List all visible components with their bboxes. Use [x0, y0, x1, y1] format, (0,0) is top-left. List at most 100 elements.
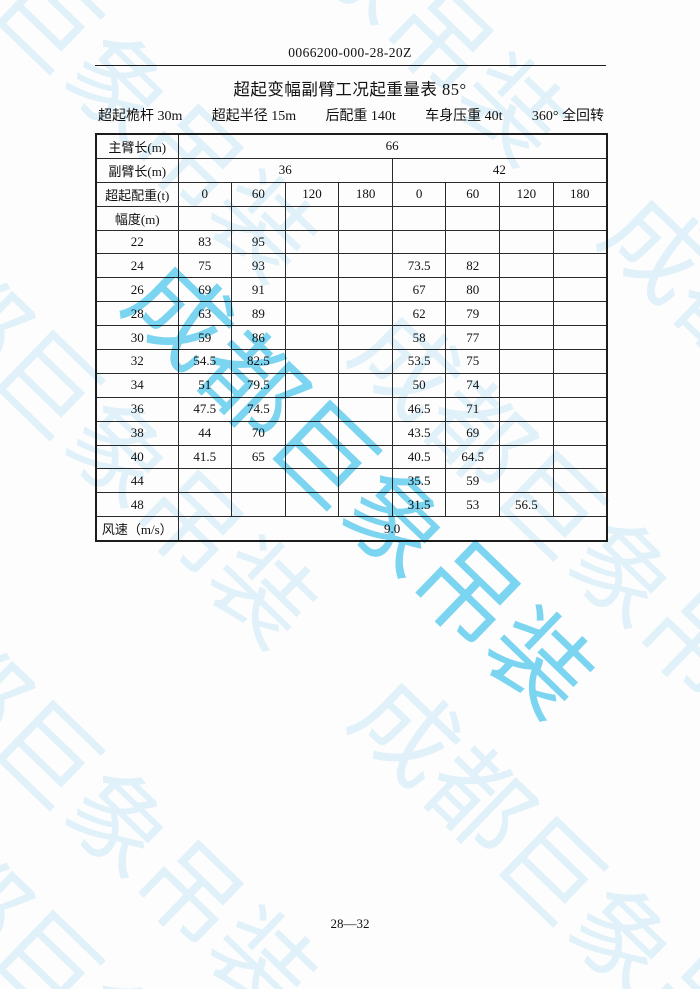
radius-cell: 44: [95, 468, 179, 494]
capacity-cell: [284, 301, 340, 327]
jib-label: 副臂长(m): [95, 157, 179, 183]
capacity-cell: [284, 277, 340, 303]
condition-superlift-mast: 超起桅杆 30m: [98, 109, 183, 124]
counterweight-cell: 0: [177, 181, 233, 207]
capacity-cell: 41.5: [177, 444, 233, 470]
capacity-cell: 59: [445, 468, 501, 494]
radius-cell: 38: [95, 420, 179, 446]
table-row: 26 69 91 67 80: [95, 277, 608, 303]
capacity-cell: [338, 325, 393, 351]
capacity-cell: 74: [445, 372, 501, 398]
wind-speed-row: 风速（m/s） 9.0: [95, 516, 608, 542]
capacity-cell: 58: [391, 325, 447, 351]
table-row: 28 63 89 62 79: [95, 301, 608, 327]
capacity-cell: 95: [231, 229, 286, 255]
wind-speed-value: 9.0: [177, 516, 608, 542]
capacity-cell: 82: [445, 253, 501, 279]
radius-cell: 26: [95, 277, 179, 303]
capacity-cell: [391, 229, 447, 255]
capacity-rows: 22 83 95 24 75 93 73.5 82 26 69 91 67 80 28 63 89 62 79 30…: [95, 229, 608, 518]
doc-number: 0066200-000-28-20Z: [288, 45, 412, 60]
capacity-cell: 73.5: [391, 253, 447, 279]
capacity-cell: [284, 349, 340, 374]
table-row: 32 54.5 82.5 53.5 75: [95, 349, 608, 374]
watermark-tile: 成都巨象吊装 成都巨象吊装 成都巨象吊装: [0, 752, 700, 989]
capacity-cell: [499, 468, 554, 494]
jib-value-42: 42: [391, 157, 608, 183]
capacity-cell: 71: [445, 396, 501, 422]
capacity-cell: 83: [177, 229, 233, 255]
capacity-cell: 79: [445, 301, 501, 327]
empty-cell: [552, 205, 608, 231]
capacity-cell: [552, 396, 608, 422]
radius-cell: 30: [95, 325, 179, 351]
condition-carbody-weight: 车身压重 40t: [425, 109, 503, 124]
table-row: 34 51 79.5 50 74: [95, 372, 608, 398]
counterweight-cell: 180: [338, 181, 393, 207]
capacity-cell: [338, 492, 393, 518]
capacity-cell: [499, 420, 554, 446]
main-boom-row: 主臂长(m) 66: [95, 133, 608, 159]
jib-value-36: 36: [177, 157, 393, 183]
radius-header-row: 幅度(m): [95, 205, 608, 231]
capacity-cell: [338, 420, 393, 446]
radius-cell: 48: [95, 492, 179, 518]
counterweight-cell: 0: [391, 181, 447, 207]
capacity-cell: [284, 468, 340, 494]
table-row: 48 31.5 53 56.5: [95, 492, 608, 518]
capacity-cell: [552, 253, 608, 279]
capacity-cell: 35.5: [391, 468, 447, 494]
capacity-cell: [338, 396, 393, 422]
capacity-cell: [338, 372, 393, 398]
capacity-cell: 46.5: [391, 396, 447, 422]
empty-cell: [391, 205, 447, 231]
capacity-cell: 31.5: [391, 492, 447, 518]
capacity-cell: 67: [391, 277, 447, 303]
capacity-cell: 91: [231, 277, 286, 303]
radius-cell: 22: [95, 229, 179, 255]
capacity-cell: [499, 325, 554, 351]
capacity-cell: [284, 492, 340, 518]
empty-cell: [499, 205, 554, 231]
capacity-cell: [445, 229, 501, 255]
capacity-cell: 47.5: [177, 396, 233, 422]
capacity-cell: [499, 301, 554, 327]
page-title: 超起变幅副臂工况起重量表 85°: [233, 80, 467, 99]
capacity-cell: 59: [177, 325, 233, 351]
capacity-cell: 89: [231, 301, 286, 327]
capacity-cell: 51: [177, 372, 233, 398]
radius-cell: 32: [95, 349, 179, 374]
condition-superlift-radius: 超起半径 15m: [211, 109, 297, 124]
capacity-cell: [284, 444, 340, 470]
wind-speed-label: 风速（m/s）: [95, 516, 179, 542]
condition-slew-range: 360° 全回转: [531, 109, 604, 124]
capacity-cell: [338, 468, 393, 494]
capacity-cell: 74.5: [231, 396, 286, 422]
conditions-row: 超起桅杆 30m 超起半径 15m 后配重 140t 车身压重 40t 360°…: [98, 105, 604, 125]
capacity-cell: 53.5: [391, 349, 447, 374]
empty-cell: [177, 205, 233, 231]
table-row: 36 47.5 74.5 46.5 71: [95, 396, 608, 422]
capacity-cell: [552, 325, 608, 351]
capacity-cell: [338, 253, 393, 279]
capacity-cell: [499, 253, 554, 279]
capacity-cell: [552, 229, 608, 255]
table-row: 44 35.5 59: [95, 468, 608, 494]
capacity-cell: 70: [231, 420, 286, 446]
capacity-cell: 93: [231, 253, 286, 279]
capacity-cell: 86: [231, 325, 286, 351]
capacity-cell: 53: [445, 492, 501, 518]
condition-rear-counterweight: 后配重 140t: [325, 109, 396, 124]
capacity-cell: 69: [177, 277, 233, 303]
capacity-cell: [284, 396, 340, 422]
capacity-cell: [177, 492, 233, 518]
capacity-cell: [499, 444, 554, 470]
capacity-cell: [284, 229, 340, 255]
capacity-cell: 54.5: [177, 349, 233, 374]
empty-cell: [445, 205, 501, 231]
capacity-cell: 82.5: [231, 349, 286, 374]
counterweight-cell: 120: [499, 181, 554, 207]
capacity-cell: 62: [391, 301, 447, 327]
capacity-cell: 64.5: [445, 444, 501, 470]
